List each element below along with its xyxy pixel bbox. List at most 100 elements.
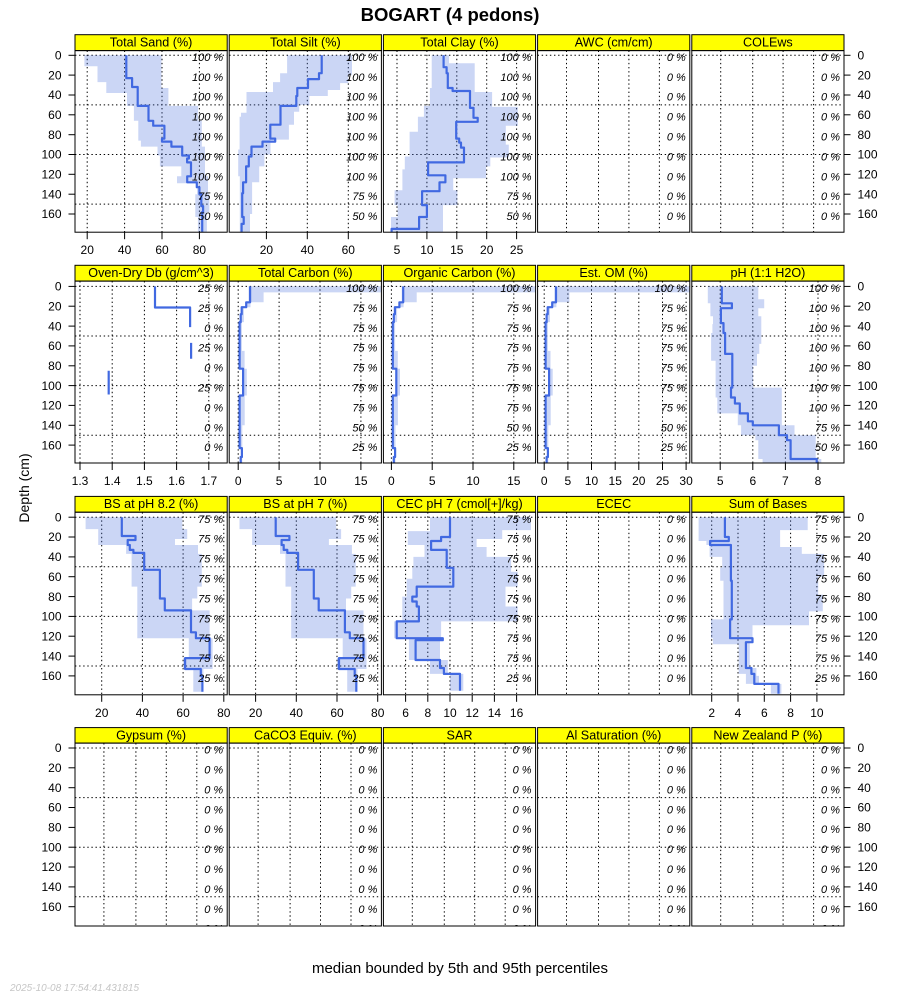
svg-text:Total Carbon (%): Total Carbon (%) bbox=[258, 266, 353, 280]
svg-text:40: 40 bbox=[858, 781, 872, 795]
svg-text:0 %: 0 % bbox=[358, 924, 377, 936]
svg-text:5: 5 bbox=[565, 474, 572, 488]
svg-text:20: 20 bbox=[249, 706, 263, 720]
svg-text:25 %: 25 % bbox=[351, 231, 377, 243]
svg-text:BS at pH 8.2 (%): BS at pH 8.2 (%) bbox=[104, 497, 199, 511]
svg-text:0 %: 0 % bbox=[667, 132, 686, 144]
svg-text:6: 6 bbox=[761, 706, 768, 720]
svg-text:100 %: 100 % bbox=[346, 283, 377, 295]
svg-text:0 %: 0 % bbox=[667, 191, 686, 203]
svg-text:AWC (cm/cm): AWC (cm/cm) bbox=[575, 36, 653, 50]
svg-text:20: 20 bbox=[858, 530, 872, 544]
svg-text:100 %: 100 % bbox=[346, 151, 377, 163]
svg-text:75 %: 75 % bbox=[198, 534, 223, 546]
svg-text:10: 10 bbox=[313, 474, 327, 488]
svg-text:8: 8 bbox=[424, 706, 431, 720]
svg-text:20: 20 bbox=[632, 474, 646, 488]
svg-text:0 %: 0 % bbox=[667, 824, 686, 836]
svg-text:0 %: 0 % bbox=[821, 132, 840, 144]
svg-text:25: 25 bbox=[510, 243, 524, 257]
svg-text:0 %: 0 % bbox=[513, 804, 532, 816]
svg-text:160: 160 bbox=[41, 669, 61, 683]
svg-text:25 %: 25 % bbox=[660, 442, 686, 454]
svg-text:6: 6 bbox=[402, 706, 409, 720]
svg-text:75 %: 75 % bbox=[507, 303, 532, 315]
svg-text:60: 60 bbox=[155, 243, 169, 257]
svg-text:120: 120 bbox=[41, 399, 61, 413]
svg-text:80: 80 bbox=[193, 243, 207, 257]
svg-text:75 %: 75 % bbox=[661, 402, 686, 414]
svg-text:75 %: 75 % bbox=[507, 323, 532, 335]
svg-text:20: 20 bbox=[858, 761, 872, 775]
svg-text:0 %: 0 % bbox=[358, 804, 377, 816]
svg-text:0 %: 0 % bbox=[821, 211, 840, 223]
svg-text:160: 160 bbox=[41, 900, 61, 914]
svg-text:75 %: 75 % bbox=[352, 534, 377, 546]
svg-text:100 %: 100 % bbox=[192, 171, 223, 183]
svg-text:0: 0 bbox=[858, 280, 865, 294]
svg-text:0 %: 0 % bbox=[821, 804, 840, 816]
svg-text:0 %: 0 % bbox=[358, 884, 377, 896]
svg-text:5: 5 bbox=[717, 474, 724, 488]
svg-text:100: 100 bbox=[41, 610, 61, 624]
svg-text:8: 8 bbox=[815, 474, 822, 488]
svg-text:2: 2 bbox=[708, 706, 715, 720]
svg-text:80: 80 bbox=[371, 706, 385, 720]
svg-text:0 %: 0 % bbox=[667, 633, 686, 645]
svg-text:75 %: 75 % bbox=[507, 191, 532, 203]
svg-text:0 %: 0 % bbox=[667, 884, 686, 896]
svg-text:0 %: 0 % bbox=[204, 442, 223, 454]
svg-text:SAR: SAR bbox=[447, 728, 473, 742]
svg-text:100 %: 100 % bbox=[809, 303, 840, 315]
svg-text:0 %: 0 % bbox=[513, 864, 532, 876]
svg-text:50 %: 50 % bbox=[507, 211, 532, 223]
svg-text:0: 0 bbox=[388, 474, 395, 488]
svg-text:0 %: 0 % bbox=[821, 765, 840, 777]
svg-text:25 %: 25 % bbox=[814, 673, 840, 685]
svg-text:100 %: 100 % bbox=[192, 92, 223, 104]
svg-text:60: 60 bbox=[48, 108, 62, 122]
svg-text:10: 10 bbox=[420, 243, 434, 257]
svg-text:50 %: 50 % bbox=[507, 422, 532, 434]
svg-text:0 %: 0 % bbox=[358, 784, 377, 796]
svg-text:0 %: 0 % bbox=[204, 804, 223, 816]
svg-text:80: 80 bbox=[48, 359, 62, 373]
svg-text:75 %: 75 % bbox=[815, 593, 840, 605]
svg-text:75 %: 75 % bbox=[507, 514, 532, 526]
svg-text:100 %: 100 % bbox=[192, 132, 223, 144]
svg-text:25 %: 25 % bbox=[197, 383, 223, 395]
svg-text:0 %: 0 % bbox=[667, 534, 686, 546]
svg-text:75 %: 75 % bbox=[507, 383, 532, 395]
svg-text:16: 16 bbox=[510, 706, 524, 720]
svg-text:0 %: 0 % bbox=[204, 323, 223, 335]
svg-text:0 %: 0 % bbox=[667, 765, 686, 777]
svg-text:15: 15 bbox=[507, 474, 521, 488]
svg-text:100 %: 100 % bbox=[500, 92, 531, 104]
svg-text:100 %: 100 % bbox=[809, 383, 840, 395]
svg-text:0 %: 0 % bbox=[667, 693, 686, 705]
svg-text:40: 40 bbox=[301, 243, 315, 257]
svg-text:25 %: 25 % bbox=[197, 283, 223, 295]
svg-text:25 %: 25 % bbox=[351, 673, 377, 685]
svg-text:80: 80 bbox=[48, 821, 62, 835]
svg-text:75 %: 75 % bbox=[198, 653, 223, 665]
svg-text:5: 5 bbox=[276, 474, 283, 488]
svg-text:140: 140 bbox=[858, 419, 878, 433]
svg-text:0: 0 bbox=[55, 280, 62, 294]
svg-text:Sum of Bases: Sum of Bases bbox=[729, 497, 807, 511]
svg-text:Oven-Dry Db (g/cm^3): Oven-Dry Db (g/cm^3) bbox=[88, 266, 214, 280]
svg-text:0 %: 0 % bbox=[204, 904, 223, 916]
svg-text:0 %: 0 % bbox=[513, 745, 532, 757]
svg-text:40: 40 bbox=[290, 706, 304, 720]
svg-text:0 %: 0 % bbox=[204, 422, 223, 434]
svg-text:1.6: 1.6 bbox=[168, 474, 185, 488]
svg-text:40: 40 bbox=[48, 781, 62, 795]
svg-text:0 %: 0 % bbox=[667, 613, 686, 625]
svg-text:100: 100 bbox=[41, 148, 61, 162]
svg-text:0 %: 0 % bbox=[204, 745, 223, 757]
svg-text:Total Sand (%): Total Sand (%) bbox=[110, 36, 193, 50]
svg-text:10: 10 bbox=[810, 706, 824, 720]
svg-text:75 %: 75 % bbox=[815, 534, 840, 546]
svg-text:20: 20 bbox=[858, 299, 872, 313]
svg-text:140: 140 bbox=[858, 880, 878, 894]
